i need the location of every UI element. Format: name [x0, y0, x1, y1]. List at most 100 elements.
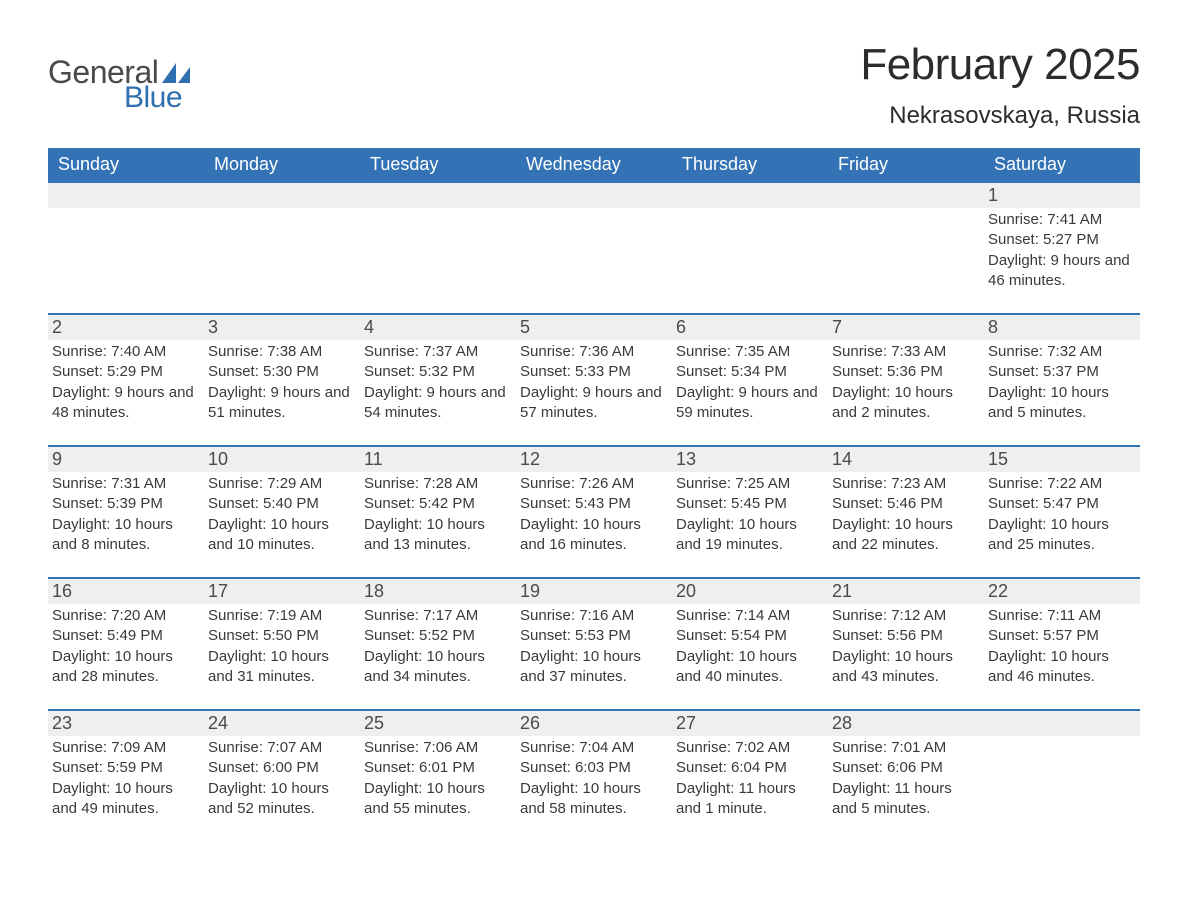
day-detail-cell — [672, 208, 828, 314]
day-detail-text: Sunrise: 7:37 AMSunset: 5:32 PMDaylight:… — [364, 340, 510, 423]
day-detail-text: Sunrise: 7:04 AMSunset: 6:03 PMDaylight:… — [520, 736, 666, 819]
day-detail-cell — [360, 208, 516, 314]
day-number-cell — [672, 182, 828, 208]
day-detail-row: Sunrise: 7:20 AMSunset: 5:49 PMDaylight:… — [48, 604, 1140, 710]
logo-sail-icon — [162, 63, 190, 83]
day-number-cell: 18 — [360, 578, 516, 604]
day-detail-cell: Sunrise: 7:25 AMSunset: 5:45 PMDaylight:… — [672, 472, 828, 578]
day-number-row: 9101112131415 — [48, 446, 1140, 472]
day-detail-text: Sunrise: 7:06 AMSunset: 6:01 PMDaylight:… — [364, 736, 510, 819]
day-detail-text: Sunrise: 7:40 AMSunset: 5:29 PMDaylight:… — [52, 340, 198, 423]
weekday-header: Friday — [828, 148, 984, 182]
day-detail-cell — [984, 736, 1140, 841]
day-detail-cell: Sunrise: 7:35 AMSunset: 5:34 PMDaylight:… — [672, 340, 828, 446]
day-detail-text: Sunrise: 7:33 AMSunset: 5:36 PMDaylight:… — [832, 340, 978, 423]
day-number-cell: 24 — [204, 710, 360, 736]
day-detail-row: Sunrise: 7:41 AMSunset: 5:27 PMDaylight:… — [48, 208, 1140, 314]
day-detail-row: Sunrise: 7:31 AMSunset: 5:39 PMDaylight:… — [48, 472, 1140, 578]
day-number-cell: 4 — [360, 314, 516, 340]
day-detail-text: Sunrise: 7:41 AMSunset: 5:27 PMDaylight:… — [988, 208, 1134, 291]
day-number-row: 1 — [48, 182, 1140, 208]
day-detail-cell — [204, 208, 360, 314]
day-detail-text: Sunrise: 7:23 AMSunset: 5:46 PMDaylight:… — [832, 472, 978, 555]
day-detail-cell — [48, 208, 204, 314]
brand-logo: General Blue — [48, 40, 190, 115]
day-detail-cell: Sunrise: 7:22 AMSunset: 5:47 PMDaylight:… — [984, 472, 1140, 578]
day-detail-cell: Sunrise: 7:02 AMSunset: 6:04 PMDaylight:… — [672, 736, 828, 841]
logo-word-blue: Blue — [124, 81, 182, 115]
day-detail-text: Sunrise: 7:35 AMSunset: 5:34 PMDaylight:… — [676, 340, 822, 423]
day-number-cell — [48, 182, 204, 208]
day-detail-row: Sunrise: 7:40 AMSunset: 5:29 PMDaylight:… — [48, 340, 1140, 446]
day-number-cell: 8 — [984, 314, 1140, 340]
day-detail-text: Sunrise: 7:36 AMSunset: 5:33 PMDaylight:… — [520, 340, 666, 423]
weekday-header: Saturday — [984, 148, 1140, 182]
day-number-cell: 13 — [672, 446, 828, 472]
day-detail-cell — [516, 208, 672, 314]
day-number-cell — [360, 182, 516, 208]
day-number-cell: 15 — [984, 446, 1140, 472]
day-detail-text: Sunrise: 7:26 AMSunset: 5:43 PMDaylight:… — [520, 472, 666, 555]
weekday-header-row: SundayMondayTuesdayWednesdayThursdayFrid… — [48, 148, 1140, 182]
day-number-cell: 22 — [984, 578, 1140, 604]
weekday-header: Sunday — [48, 148, 204, 182]
day-detail-text: Sunrise: 7:31 AMSunset: 5:39 PMDaylight:… — [52, 472, 198, 555]
day-number-cell: 6 — [672, 314, 828, 340]
day-detail-cell: Sunrise: 7:12 AMSunset: 5:56 PMDaylight:… — [828, 604, 984, 710]
day-detail-cell: Sunrise: 7:16 AMSunset: 5:53 PMDaylight:… — [516, 604, 672, 710]
day-detail-text: Sunrise: 7:29 AMSunset: 5:40 PMDaylight:… — [208, 472, 354, 555]
day-detail-cell: Sunrise: 7:01 AMSunset: 6:06 PMDaylight:… — [828, 736, 984, 841]
day-number-cell: 27 — [672, 710, 828, 736]
day-detail-text: Sunrise: 7:09 AMSunset: 5:59 PMDaylight:… — [52, 736, 198, 819]
day-detail-text: Sunrise: 7:25 AMSunset: 5:45 PMDaylight:… — [676, 472, 822, 555]
day-detail-cell: Sunrise: 7:41 AMSunset: 5:27 PMDaylight:… — [984, 208, 1140, 314]
day-detail-cell: Sunrise: 7:36 AMSunset: 5:33 PMDaylight:… — [516, 340, 672, 446]
day-detail-cell: Sunrise: 7:26 AMSunset: 5:43 PMDaylight:… — [516, 472, 672, 578]
day-detail-cell: Sunrise: 7:11 AMSunset: 5:57 PMDaylight:… — [984, 604, 1140, 710]
day-number-cell: 17 — [204, 578, 360, 604]
day-number-cell: 16 — [48, 578, 204, 604]
day-detail-cell: Sunrise: 7:33 AMSunset: 5:36 PMDaylight:… — [828, 340, 984, 446]
day-detail-text: Sunrise: 7:38 AMSunset: 5:30 PMDaylight:… — [208, 340, 354, 423]
day-detail-text: Sunrise: 7:12 AMSunset: 5:56 PMDaylight:… — [832, 604, 978, 687]
day-number-cell: 1 — [984, 182, 1140, 208]
title-block: February 2025 Nekrasovskaya, Russia — [860, 40, 1140, 130]
day-detail-cell: Sunrise: 7:07 AMSunset: 6:00 PMDaylight:… — [204, 736, 360, 841]
day-number-cell — [204, 182, 360, 208]
day-detail-text: Sunrise: 7:22 AMSunset: 5:47 PMDaylight:… — [988, 472, 1134, 555]
day-number-cell — [516, 182, 672, 208]
day-number-cell: 21 — [828, 578, 984, 604]
day-number-cell: 12 — [516, 446, 672, 472]
day-detail-cell: Sunrise: 7:29 AMSunset: 5:40 PMDaylight:… — [204, 472, 360, 578]
day-number-cell: 3 — [204, 314, 360, 340]
day-detail-text: Sunrise: 7:01 AMSunset: 6:06 PMDaylight:… — [832, 736, 978, 819]
day-detail-text: Sunrise: 7:28 AMSunset: 5:42 PMDaylight:… — [364, 472, 510, 555]
weekday-header: Thursday — [672, 148, 828, 182]
day-number-cell: 14 — [828, 446, 984, 472]
day-number-cell: 19 — [516, 578, 672, 604]
day-detail-cell: Sunrise: 7:04 AMSunset: 6:03 PMDaylight:… — [516, 736, 672, 841]
day-detail-text: Sunrise: 7:20 AMSunset: 5:49 PMDaylight:… — [52, 604, 198, 687]
day-number-cell: 5 — [516, 314, 672, 340]
day-detail-cell: Sunrise: 7:32 AMSunset: 5:37 PMDaylight:… — [984, 340, 1140, 446]
day-detail-cell: Sunrise: 7:17 AMSunset: 5:52 PMDaylight:… — [360, 604, 516, 710]
day-detail-text: Sunrise: 7:19 AMSunset: 5:50 PMDaylight:… — [208, 604, 354, 687]
day-detail-cell: Sunrise: 7:40 AMSunset: 5:29 PMDaylight:… — [48, 340, 204, 446]
page-header: General Blue February 2025 Nekrasovskaya… — [48, 40, 1140, 130]
day-detail-cell: Sunrise: 7:38 AMSunset: 5:30 PMDaylight:… — [204, 340, 360, 446]
day-detail-cell: Sunrise: 7:06 AMSunset: 6:01 PMDaylight:… — [360, 736, 516, 841]
day-number-cell: 23 — [48, 710, 204, 736]
day-detail-cell: Sunrise: 7:09 AMSunset: 5:59 PMDaylight:… — [48, 736, 204, 841]
day-detail-cell: Sunrise: 7:14 AMSunset: 5:54 PMDaylight:… — [672, 604, 828, 710]
day-number-cell — [984, 710, 1140, 736]
day-detail-cell: Sunrise: 7:23 AMSunset: 5:46 PMDaylight:… — [828, 472, 984, 578]
day-number-cell: 7 — [828, 314, 984, 340]
day-number-cell: 9 — [48, 446, 204, 472]
weekday-header: Monday — [204, 148, 360, 182]
day-number-cell: 2 — [48, 314, 204, 340]
day-number-cell: 10 — [204, 446, 360, 472]
calendar-table: SundayMondayTuesdayWednesdayThursdayFrid… — [48, 148, 1140, 841]
day-number-row: 16171819202122 — [48, 578, 1140, 604]
day-detail-text: Sunrise: 7:07 AMSunset: 6:00 PMDaylight:… — [208, 736, 354, 819]
day-detail-cell — [828, 208, 984, 314]
